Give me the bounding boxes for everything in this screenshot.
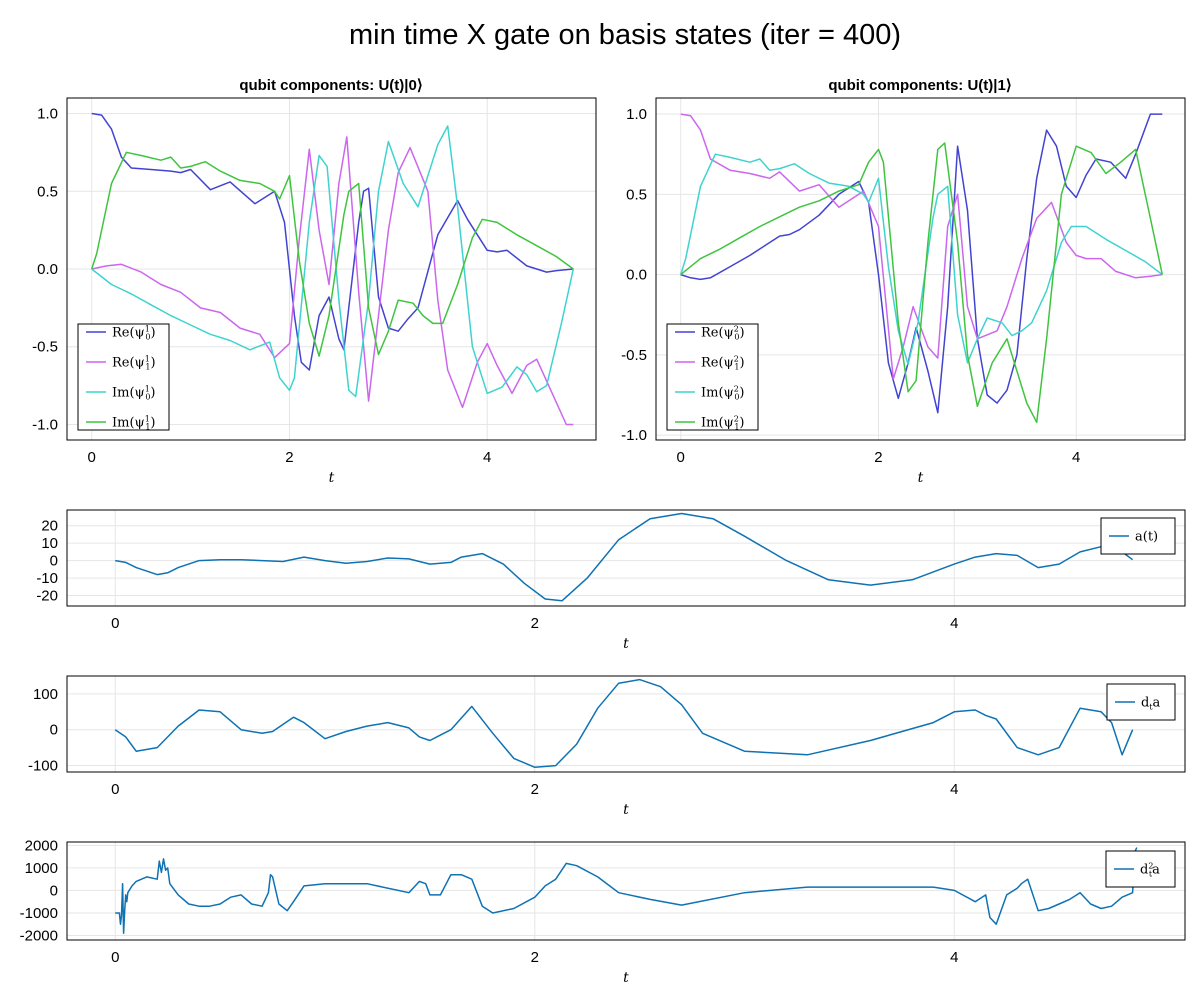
grid: [67, 676, 1185, 772]
x-tick-label-0: 0: [111, 781, 119, 798]
y-tick-label-3: -10: [36, 570, 58, 587]
subplot-u1: qubit components: U(t)|1⟩ 0 2 4 1.0 0.5 0.0 -0…: [621, 77, 1186, 486]
legend-box: [666, 323, 759, 431]
legend-label-0: Re(ψ2 0): [701, 325, 745, 342]
legend: dta: [1106, 683, 1176, 721]
y-tick-label-2: -100: [28, 758, 58, 775]
legend-label-1: Re(ψ2 1): [701, 355, 745, 372]
y-tick-label-0: 20: [41, 518, 58, 535]
figure-title: min time X gate on basis states (iter = …: [349, 19, 901, 51]
x-tick-label-2: 4: [950, 615, 958, 632]
x-axis-label: t: [329, 470, 335, 486]
y-tick-label-0: 100: [33, 686, 58, 703]
x-axis-label: t: [623, 802, 629, 818]
series-line-3: [680, 142, 1164, 424]
x-tick-label-0: 0: [677, 449, 685, 466]
y-tick-label-3: -0.5: [621, 347, 647, 364]
series-line-1: [91, 136, 574, 426]
y-tick-label-2: 0.0: [37, 261, 58, 278]
legend-box: [77, 323, 170, 431]
x-axis-label: t: [623, 970, 629, 986]
legend: Re(ψ1 0) Re(ψ1 1) Im(ψ1 0) Im(ψ1 1): [77, 323, 170, 432]
y-tick-label-0: 1.0: [37, 106, 58, 123]
axes-frame: [66, 97, 597, 441]
subplot-control-derivative: 0 2 4 100 0 -100 t dta: [28, 675, 1186, 818]
series-line-1: [680, 113, 1163, 380]
y-tick-label-4: -2000: [20, 927, 58, 944]
subplot-u0: qubit components: U(t)|0⟩ 0 2 4 1.0 0.5 0.0 -0…: [32, 77, 597, 486]
axes-frame: [66, 841, 1186, 941]
series-line-0: [115, 512, 1134, 602]
grid: [67, 510, 1185, 606]
y-tick-label-3: -1000: [20, 905, 58, 922]
y-tick-label-1: 10: [41, 535, 58, 552]
y-tick-label-0: 1.0: [626, 106, 647, 123]
series-line-0: [680, 113, 1163, 414]
x-tick-label-0: 0: [88, 449, 96, 466]
y-tick-label-0: 2000: [25, 837, 58, 854]
x-tick-label-0: 0: [111, 615, 119, 632]
legend-label-0: dta: [1141, 696, 1161, 712]
series-line-2: [91, 125, 575, 398]
x-tick-label-1: 2: [874, 449, 882, 466]
x-tick-label-1: 2: [531, 949, 539, 966]
legend-label-0: a(t): [1135, 530, 1158, 545]
x-axis-label: t: [918, 470, 924, 486]
series-line-0: [91, 112, 574, 371]
grid: [67, 842, 1185, 940]
legend: a(t): [1100, 517, 1176, 555]
series-line-3: [90, 151, 574, 357]
legend-label-0: Re(ψ1 0): [112, 325, 156, 342]
subplot-title-u0: qubit components: U(t)|0⟩: [239, 77, 422, 94]
legend: d2 ta: [1105, 850, 1176, 888]
x-tick-label-2: 4: [950, 781, 958, 798]
y-tick-label-4: -1.0: [32, 416, 58, 433]
x-tick-label-2: 4: [483, 449, 491, 466]
y-tick-label-4: -1.0: [621, 427, 647, 444]
x-tick-label-1: 2: [531, 781, 539, 798]
legend-label-2: Im(ψ2 0): [701, 385, 745, 402]
legend: Re(ψ2 0) Re(ψ2 1) Im(ψ2 0) Im(ψ2 1): [666, 323, 759, 432]
legend-label-3: Im(ψ1 1): [112, 415, 156, 432]
series-line-0: [115, 847, 1138, 934]
x-tick-label-2: 4: [1072, 449, 1080, 466]
y-tick-label-2: 0: [50, 553, 58, 570]
y-tick-label-2: 0: [50, 882, 58, 899]
legend-label-0: d2 ta: [1140, 862, 1160, 879]
axes-frame: [66, 509, 1186, 607]
y-tick-label-3: -0.5: [32, 339, 58, 356]
legend-label-3: Im(ψ2 1): [701, 415, 745, 432]
x-tick-label-2: 4: [950, 949, 958, 966]
subplot-control-second-derivative: 0 2 4 2000 1000 0 -1000 -2000 t d2 ta: [20, 837, 1186, 986]
y-tick-label-1: 1000: [25, 860, 58, 877]
x-axis-label: t: [623, 636, 629, 652]
axes-frame: [655, 97, 1186, 441]
y-tick-label-2: 0.0: [626, 267, 647, 284]
y-tick-label-1: 0: [50, 722, 58, 739]
x-tick-label-1: 2: [531, 615, 539, 632]
y-tick-label-1: 0.5: [37, 183, 58, 200]
legend-label-2: Im(ψ1 0): [112, 385, 156, 402]
x-tick-label-0: 0: [111, 949, 119, 966]
y-tick-label-4: -20: [36, 588, 58, 605]
y-tick-label-1: 0.5: [626, 186, 647, 203]
series-line-2: [679, 153, 1163, 366]
axes-frame: [66, 675, 1186, 773]
legend-label-1: Re(ψ1 1): [112, 355, 156, 372]
subplot-title-u1: qubit components: U(t)|1⟩: [828, 77, 1011, 94]
x-tick-label-1: 2: [285, 449, 293, 466]
series-line-0: [114, 678, 1134, 769]
